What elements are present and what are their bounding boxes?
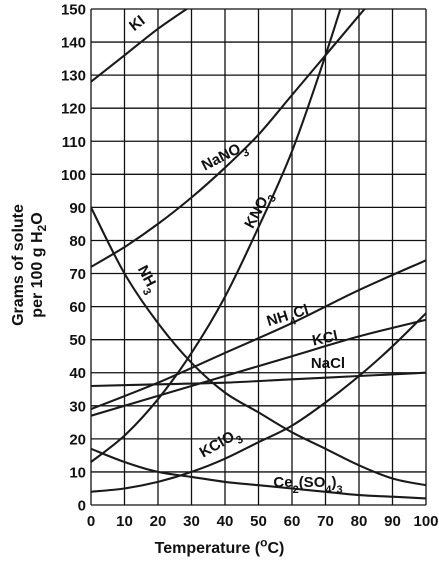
y-tick-label: 60 bbox=[69, 299, 86, 316]
series-ce2-so4-3-label: Ce2(SO4)3 bbox=[273, 474, 342, 496]
x-tick-labels: 0 10 20 30 40 50 60 70 80 90 100 bbox=[87, 513, 439, 530]
x-tick-label: 100 bbox=[413, 513, 438, 530]
x-tick-label: 90 bbox=[384, 513, 401, 530]
series-nano3-line bbox=[91, 9, 366, 268]
y-tick-label: 90 bbox=[69, 200, 86, 217]
y-tick-label: 70 bbox=[69, 266, 86, 283]
series-kclo3-line bbox=[91, 312, 426, 493]
x-tick-label: 40 bbox=[217, 513, 234, 530]
y-tick-label: 80 bbox=[69, 233, 86, 250]
x-tick-label: 30 bbox=[183, 513, 200, 530]
y-tick-label: 50 bbox=[69, 332, 86, 349]
series-nh4cl-label: NH4Cl bbox=[265, 301, 312, 335]
x-tick-label: 80 bbox=[351, 513, 368, 530]
y-tick-label: 10 bbox=[69, 464, 86, 481]
y-axis-label-line2: per 100 g H2O bbox=[29, 212, 50, 318]
series-nh3-line bbox=[91, 206, 426, 487]
x-tick-label: 10 bbox=[116, 513, 133, 530]
y-tick-labels: 0 10 20 30 40 50 60 70 80 90 100 110 120 130 140 150 bbox=[61, 2, 86, 515]
series-ki-label: KI bbox=[126, 12, 148, 35]
x-tick-label: 20 bbox=[150, 513, 167, 530]
x-axis-label: Temperature (oC) bbox=[154, 535, 285, 557]
series-kno3-line bbox=[91, 9, 342, 464]
x-tick-label: 70 bbox=[317, 513, 334, 530]
y-tick-label: 100 bbox=[61, 167, 86, 184]
y-axis-label: Grams of solute per 100 g H2O bbox=[4, 175, 52, 355]
series-ce2-so4-3-line bbox=[91, 447, 426, 500]
series-nh3-label: NH3 bbox=[130, 263, 162, 298]
y-tick-label: 0 bbox=[78, 498, 86, 515]
y-tick-label: 140 bbox=[61, 35, 86, 52]
curves bbox=[91, 9, 426, 500]
x-tick-label: 50 bbox=[250, 513, 267, 530]
y-tick-label: 20 bbox=[69, 431, 86, 448]
series-kcl-line bbox=[91, 318, 426, 417]
series-ki-line bbox=[91, 9, 189, 83]
y-axis-label-line1: Grams of solute bbox=[10, 204, 27, 326]
y-tick-label: 30 bbox=[69, 398, 86, 415]
grid bbox=[90, 8, 427, 506]
y-tick-label: 40 bbox=[69, 365, 86, 382]
series-nacl-label: NaCl bbox=[311, 355, 345, 372]
y-tick-label: 130 bbox=[61, 68, 86, 85]
y-tick-label: 120 bbox=[61, 101, 86, 118]
series-nacl-line bbox=[91, 371, 426, 388]
y-tick-label: 150 bbox=[61, 2, 86, 19]
x-tick-label: 0 bbox=[87, 513, 95, 530]
y-tick-label: 110 bbox=[62, 134, 86, 151]
x-tick-label: 60 bbox=[284, 513, 301, 530]
series-kcl-label: KCl bbox=[311, 328, 340, 350]
